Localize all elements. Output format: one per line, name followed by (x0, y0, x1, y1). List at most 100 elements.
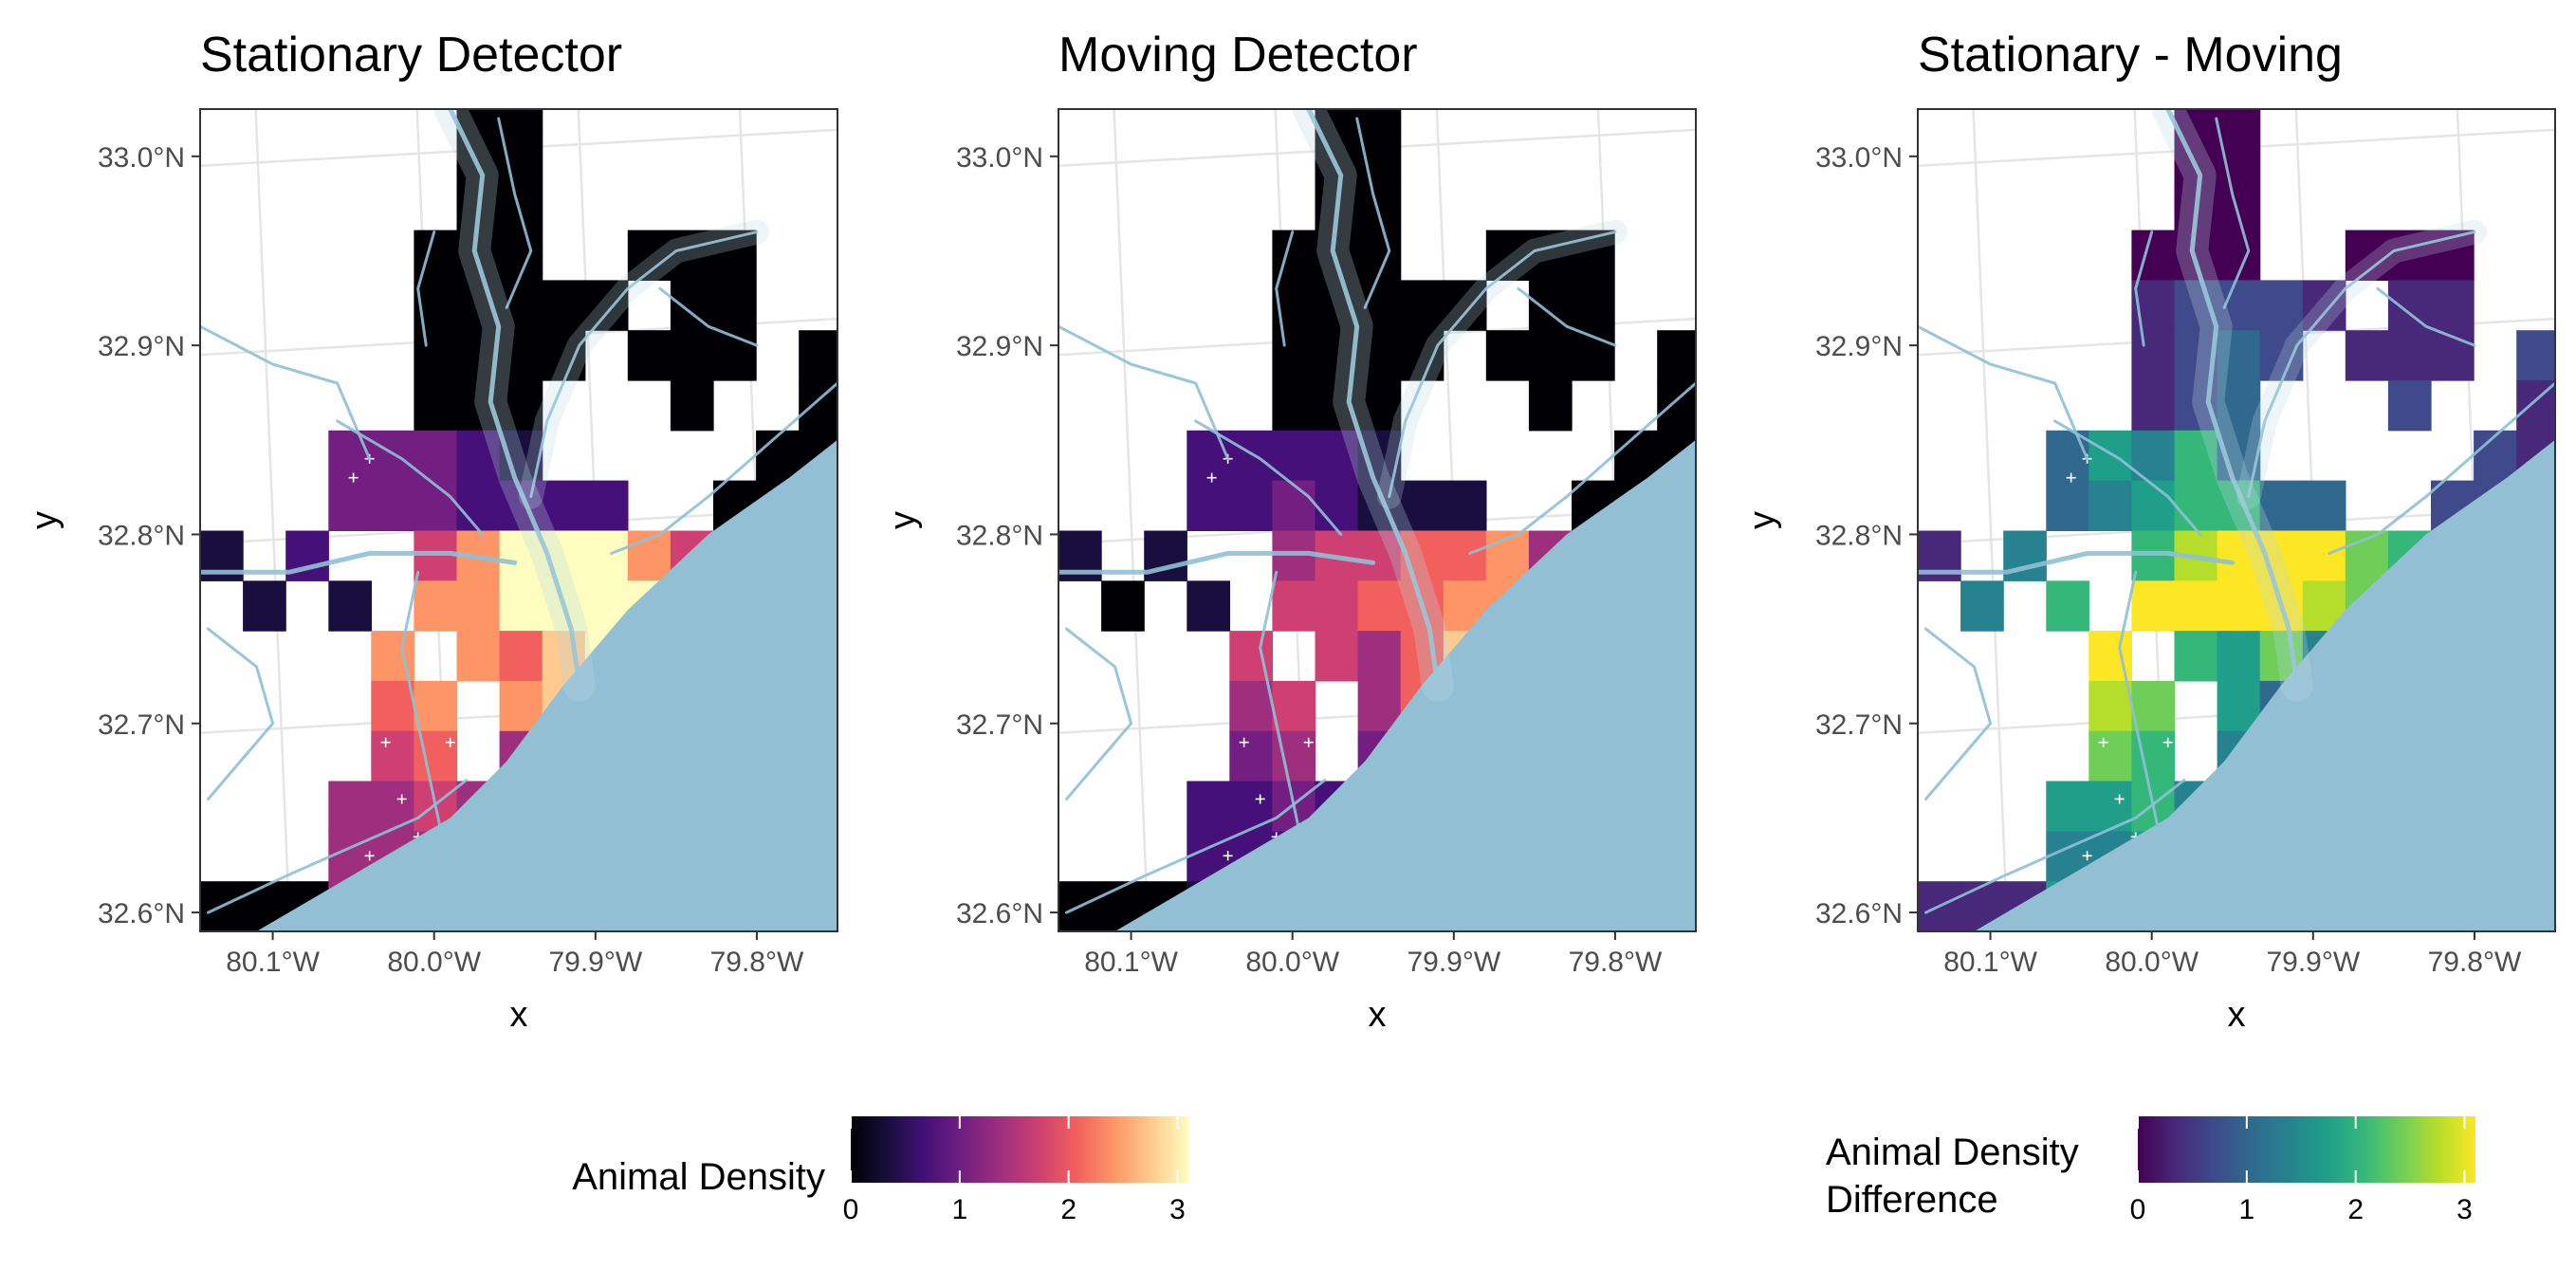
colorbar (2138, 1116, 2475, 1183)
density-cell (456, 631, 501, 682)
density-cell (2387, 380, 2432, 432)
plot-content (1058, 109, 1696, 931)
river-line (2215, 117, 2251, 309)
density-cell (2046, 430, 2089, 482)
density-cell (1657, 380, 1696, 432)
density-cell (1357, 109, 1402, 131)
density-cell (243, 580, 286, 632)
river-line (2328, 381, 2555, 555)
river-line (2247, 230, 2476, 499)
x-tick-label: 80.1°W (1943, 947, 2037, 978)
density-cell (2217, 530, 2261, 581)
x-tick-label: 79.9°W (1407, 947, 1500, 978)
x-tick-label: 80.0°W (2105, 947, 2199, 978)
density-cell (2387, 230, 2432, 281)
estuary-band (2151, 109, 2313, 702)
density-cell (456, 109, 501, 131)
estuary-band (1376, 219, 1628, 509)
detector-cross (445, 737, 455, 747)
density-cell (414, 530, 458, 581)
density-cell (2131, 480, 2176, 531)
colorbar-legend-2: 0 1 2 3 Animal Density Difference (1826, 1116, 2475, 1225)
density-cell (542, 480, 586, 531)
y-tick-label: 32.6°N (98, 898, 185, 929)
river-line (1355, 117, 1391, 309)
density-cell (414, 580, 458, 632)
density-cell (1357, 530, 1402, 581)
density-cell (1400, 330, 1444, 381)
y-tick-label: 33.0°N (98, 142, 185, 174)
detector-cross (2066, 472, 2076, 483)
density-cell (414, 330, 458, 381)
legend-title: Animal Density (572, 1156, 825, 1198)
y-axis-label: y (25, 511, 64, 529)
density-cell (1272, 380, 1316, 432)
colorbar (851, 1116, 1188, 1183)
legend-title: Animal Density (1826, 1132, 2079, 1173)
density-cell (1315, 109, 1359, 131)
detector-cross (1255, 794, 1265, 804)
river-line (2376, 286, 2476, 347)
density-cell (2217, 380, 2261, 432)
river-line (1194, 419, 1343, 536)
graticule-meridian (1972, 109, 2009, 931)
density-cell (2131, 330, 2176, 381)
x-tick-label: 79.9°W (2266, 947, 2360, 978)
density-cell (1443, 280, 1487, 331)
density-cell (1572, 330, 1615, 381)
river-line (1306, 109, 1441, 689)
density-cell (584, 530, 629, 581)
density-cell (2302, 530, 2346, 581)
y-tick-label: 32.8°N (1815, 520, 1903, 551)
density-cell (1572, 280, 1615, 331)
x-tick-label: 80.1°W (1084, 947, 1178, 978)
colorbar-tick-label: 0 (2130, 1194, 2146, 1225)
river-line (1517, 286, 1617, 347)
y-tick-label: 32.6°N (956, 898, 1043, 929)
x-tick-label: 79.9°W (548, 947, 642, 978)
river-line (448, 109, 582, 689)
river-line (1058, 324, 1230, 461)
river-line (610, 381, 837, 555)
x-axis-label: x (510, 995, 528, 1035)
density-cell (328, 430, 372, 482)
river-line (1918, 324, 2089, 461)
detector-markers (1206, 453, 1314, 880)
plot-area: 33.0°N 32.9°N 32.8°N 32.7°N 32.6°N 80.1°W 80.0… (25, 108, 838, 1035)
river-line (529, 230, 759, 499)
ocean (256, 439, 837, 931)
density-cell (1315, 480, 1359, 531)
density-cell (2302, 280, 2346, 331)
estuary-band (2236, 219, 2487, 509)
density-cell (2088, 430, 2132, 482)
density-cell (584, 280, 629, 331)
rivers (1058, 109, 1696, 914)
density-cell (1272, 580, 1316, 632)
density-cell (414, 480, 458, 531)
river-line (2165, 109, 2300, 689)
density-cell (2174, 109, 2218, 131)
river-line (200, 550, 518, 575)
density-cell (1187, 781, 1230, 832)
river-line (497, 117, 533, 309)
density-cell (1229, 430, 1273, 482)
plot-content (1918, 109, 2555, 931)
density-cell (1101, 580, 1145, 632)
density-cell (1357, 330, 1402, 381)
density-cell (1528, 230, 1573, 281)
density-cell (670, 330, 714, 381)
detector-cross (380, 737, 391, 747)
density-cell (371, 781, 414, 832)
density-cell (456, 430, 501, 482)
density-cell (2174, 631, 2218, 682)
density-cell (1229, 680, 1273, 732)
legend-title: Difference (1826, 1179, 1998, 1221)
density-cell (2088, 730, 2132, 782)
density-cell (2259, 330, 2304, 381)
river-line (207, 779, 469, 914)
y-tick-label: 32.8°N (98, 520, 185, 551)
density-cell (799, 330, 837, 381)
river-line (416, 230, 436, 347)
x-tick-label: 79.8°W (1569, 947, 1663, 978)
x-tick-label: 80.0°W (1245, 947, 1339, 978)
